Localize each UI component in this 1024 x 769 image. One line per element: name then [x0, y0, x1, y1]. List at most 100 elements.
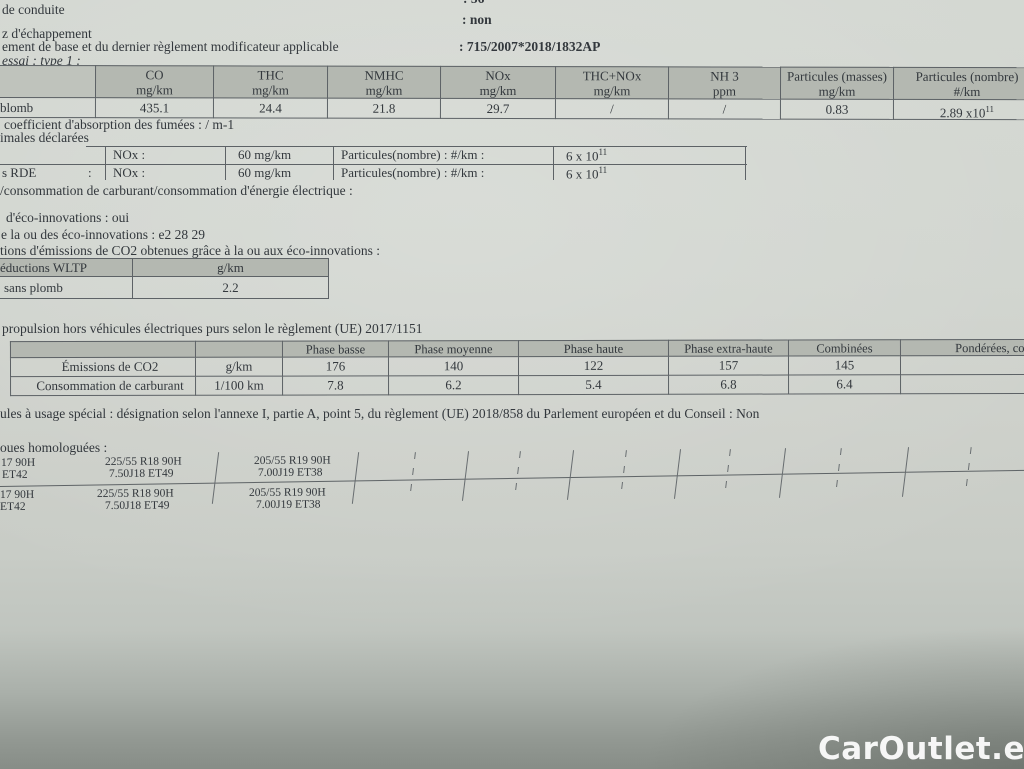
wheel-dashed-divider: [620, 450, 628, 498]
wltp-fuel-haute: 5.4: [518, 375, 669, 396]
wheel-dashed-divider: [409, 452, 417, 500]
wheel-column-divider: [461, 451, 470, 501]
wltp-fuel-combinees: 6.4: [788, 375, 901, 395]
max-declared-divider: [333, 146, 335, 180]
emissions-value-thc: 24.4: [212, 98, 327, 119]
header-line-echappement: z d'échappement: [2, 26, 92, 41]
wheel-spec: 7.50J18 ET49: [104, 499, 170, 512]
wltp-header-phase-haute: Phase haute: [517, 339, 668, 358]
wltp-co2-haute: 122: [517, 356, 669, 377]
wltp-fuel-row: Consommation de carburant 1/100 km 7.8 6…: [10, 374, 1024, 397]
wltp-header-phase-moyenne: Phase moyenne: [387, 340, 518, 358]
wltp-fuel-ponderees: [900, 374, 1024, 395]
wltp-fuel-basse: 7.8: [282, 376, 389, 396]
emissions-value-co: 435.1: [94, 98, 213, 119]
max-declared-divider: [225, 146, 227, 180]
special-purpose-line: ules à usage spécial : désignation selon…: [0, 406, 760, 421]
emissions-value-particules-nombre: 2.89 x1011: [892, 99, 1024, 121]
wheel-column-divider: [673, 449, 682, 499]
wheel-spec: 7.00J19 ET38: [257, 466, 323, 479]
max-declared-table: NOx : 60 mg/km Particules(nombre) : #/km…: [0, 146, 747, 184]
wheel-spec: ET42: [1, 468, 28, 481]
wltp-fuel-label: Consommation de carburant: [10, 376, 196, 397]
max-declared-top-border: [86, 146, 747, 148]
wheel-spec: 7.00J19 ET38: [255, 498, 321, 511]
rde-nox-label: NOx :: [113, 165, 146, 180]
wltp-fuel-extra-haute: 6.8: [668, 375, 789, 395]
wltp-header-empty-unit: [194, 340, 282, 358]
exhaust-emissions-table: CO mg/km THC mg/km NMHC mg/km NOx mg/km THC+…: [0, 64, 1024, 121]
header-value-non: : non: [462, 12, 492, 27]
rde-row-colon: :: [88, 165, 92, 180]
eco-table-row-label: sans plomb: [0, 277, 132, 299]
wltp-header-phase-extra-haute: Phase extra-haute: [667, 339, 788, 357]
header-value-reglement: : 715/2007*2018/1832AP: [459, 39, 601, 54]
max-declared-intro: imales déclarées: [0, 130, 89, 145]
max-declared-middle-border: [0, 164, 747, 166]
wheel-dashed-divider: [835, 448, 843, 494]
wltp-co2-basse: 176: [281, 357, 389, 377]
wheel-spec: ET42: [0, 500, 26, 513]
max-declared-nox-label: NOx :: [113, 147, 146, 162]
wltp-co2-extra-haute: 157: [667, 356, 789, 376]
emissions-header-row: CO mg/km THC mg/km NMHC mg/km NOx mg/km THC+…: [0, 64, 1024, 101]
rde-pn-label: Particules(nombre) : #/km :: [341, 165, 485, 180]
wltp-intro-line: propulsion hors véhicules électriques pu…: [2, 321, 423, 336]
consumption-line: /consommation de carburant/consommation …: [0, 183, 353, 198]
emissions-value-nox: 29.7: [439, 98, 555, 120]
wheels-intro-line: oues homologuées :: [0, 440, 108, 455]
emissions-header-nh3: NH 3 ppm: [667, 66, 781, 100]
wltp-header-row: Phase basse Phase moyenne Phase haute Ph…: [9, 338, 1024, 359]
wheel-spec: 17 90H: [0, 488, 35, 501]
emissions-header-thc: THC mg/km: [212, 65, 328, 99]
wltp-header-empty-label: [9, 340, 195, 359]
max-declared-divider: [745, 146, 747, 180]
header-line-reglement: ement de base et du dernier règlement mo…: [2, 39, 339, 54]
max-declared-pn-value: 6 x 1011: [566, 147, 608, 164]
rde-pn-value: 6 x 1011: [566, 165, 608, 182]
emissions-header-nmhc: NMHC mg/km: [326, 65, 441, 99]
eco-reductions-table: éductions WLTP g/km sans plomb 2.2: [0, 258, 329, 299]
eco-table-header-row: éductions WLTP g/km: [0, 258, 329, 277]
max-declared-pn-label: Particules(nombre) : #/km :: [341, 147, 485, 162]
wltp-co2-moyenne: 140: [387, 357, 519, 377]
wltp-fuel-moyenne: 6.2: [388, 376, 519, 396]
wltp-co2-row: Émissions de CO2 g/km 176 140 122 157 14…: [9, 355, 1024, 378]
emissions-value-nmhc: 21.8: [326, 98, 440, 119]
wltp-co2-unit: g/km: [194, 357, 283, 377]
eco-code-line: e la ou des éco-innovations : e2 28 29: [1, 227, 205, 242]
header-value-top: : 56: [463, 0, 484, 7]
max-declared-nox-value: 60 mg/km: [238, 147, 292, 162]
header-line-essai: essai : type 1 :: [2, 53, 81, 68]
rde-row-label: s RDE: [2, 165, 37, 180]
wltp-header-combinees: Combinées: [787, 339, 900, 357]
wheel-column-divider: [211, 452, 220, 504]
wltp-header-ponderees: Pondérées, combina: [899, 338, 1024, 357]
wltp-co2-label: Émissions de CO2: [9, 357, 196, 378]
wheel-column-divider: [566, 450, 575, 500]
eco-equipped-line: d'éco-innovations : oui: [6, 210, 130, 225]
wheel-dashed-divider: [965, 447, 972, 491]
wheel-dashed-divider: [724, 449, 732, 497]
wltp-co2-combinees: 145: [787, 356, 901, 376]
emissions-value-nh3: /: [667, 99, 780, 120]
caroutlet-watermark: CarOutlet.eu: [818, 731, 1024, 767]
emissions-header-particules-nombre: Particules (nombre) #/km: [892, 66, 1024, 101]
eco-table-header-unit: g/km: [132, 258, 329, 277]
header-line-conduite: de conduite: [2, 2, 65, 17]
emissions-header-co: CO mg/km: [94, 65, 214, 99]
emissions-header-particules-masses: Particules (masses) mg/km: [779, 66, 894, 100]
wltp-co2-ponderees: [899, 355, 1024, 376]
emissions-header-label-cell: [0, 64, 96, 99]
rde-nox-value: 60 mg/km: [238, 165, 292, 180]
wltp-fuel-unit: 1/100 km: [195, 376, 283, 396]
eco-table-data-row: sans plomb 2.2: [0, 277, 329, 299]
wheel-spec: 7.50J18 ET49: [108, 467, 174, 480]
max-declared-divider: [553, 146, 555, 180]
emissions-header-nox: NOx mg/km: [439, 65, 556, 100]
wltp-co2-table: Phase basse Phase moyenne Phase haute Ph…: [9, 338, 1024, 397]
eco-reductions-line: tions d'émissions de CO2 obtenues grâce …: [0, 243, 380, 258]
wheel-spec: 17 90H: [0, 456, 36, 469]
emissions-value-thcnox: /: [554, 99, 668, 120]
